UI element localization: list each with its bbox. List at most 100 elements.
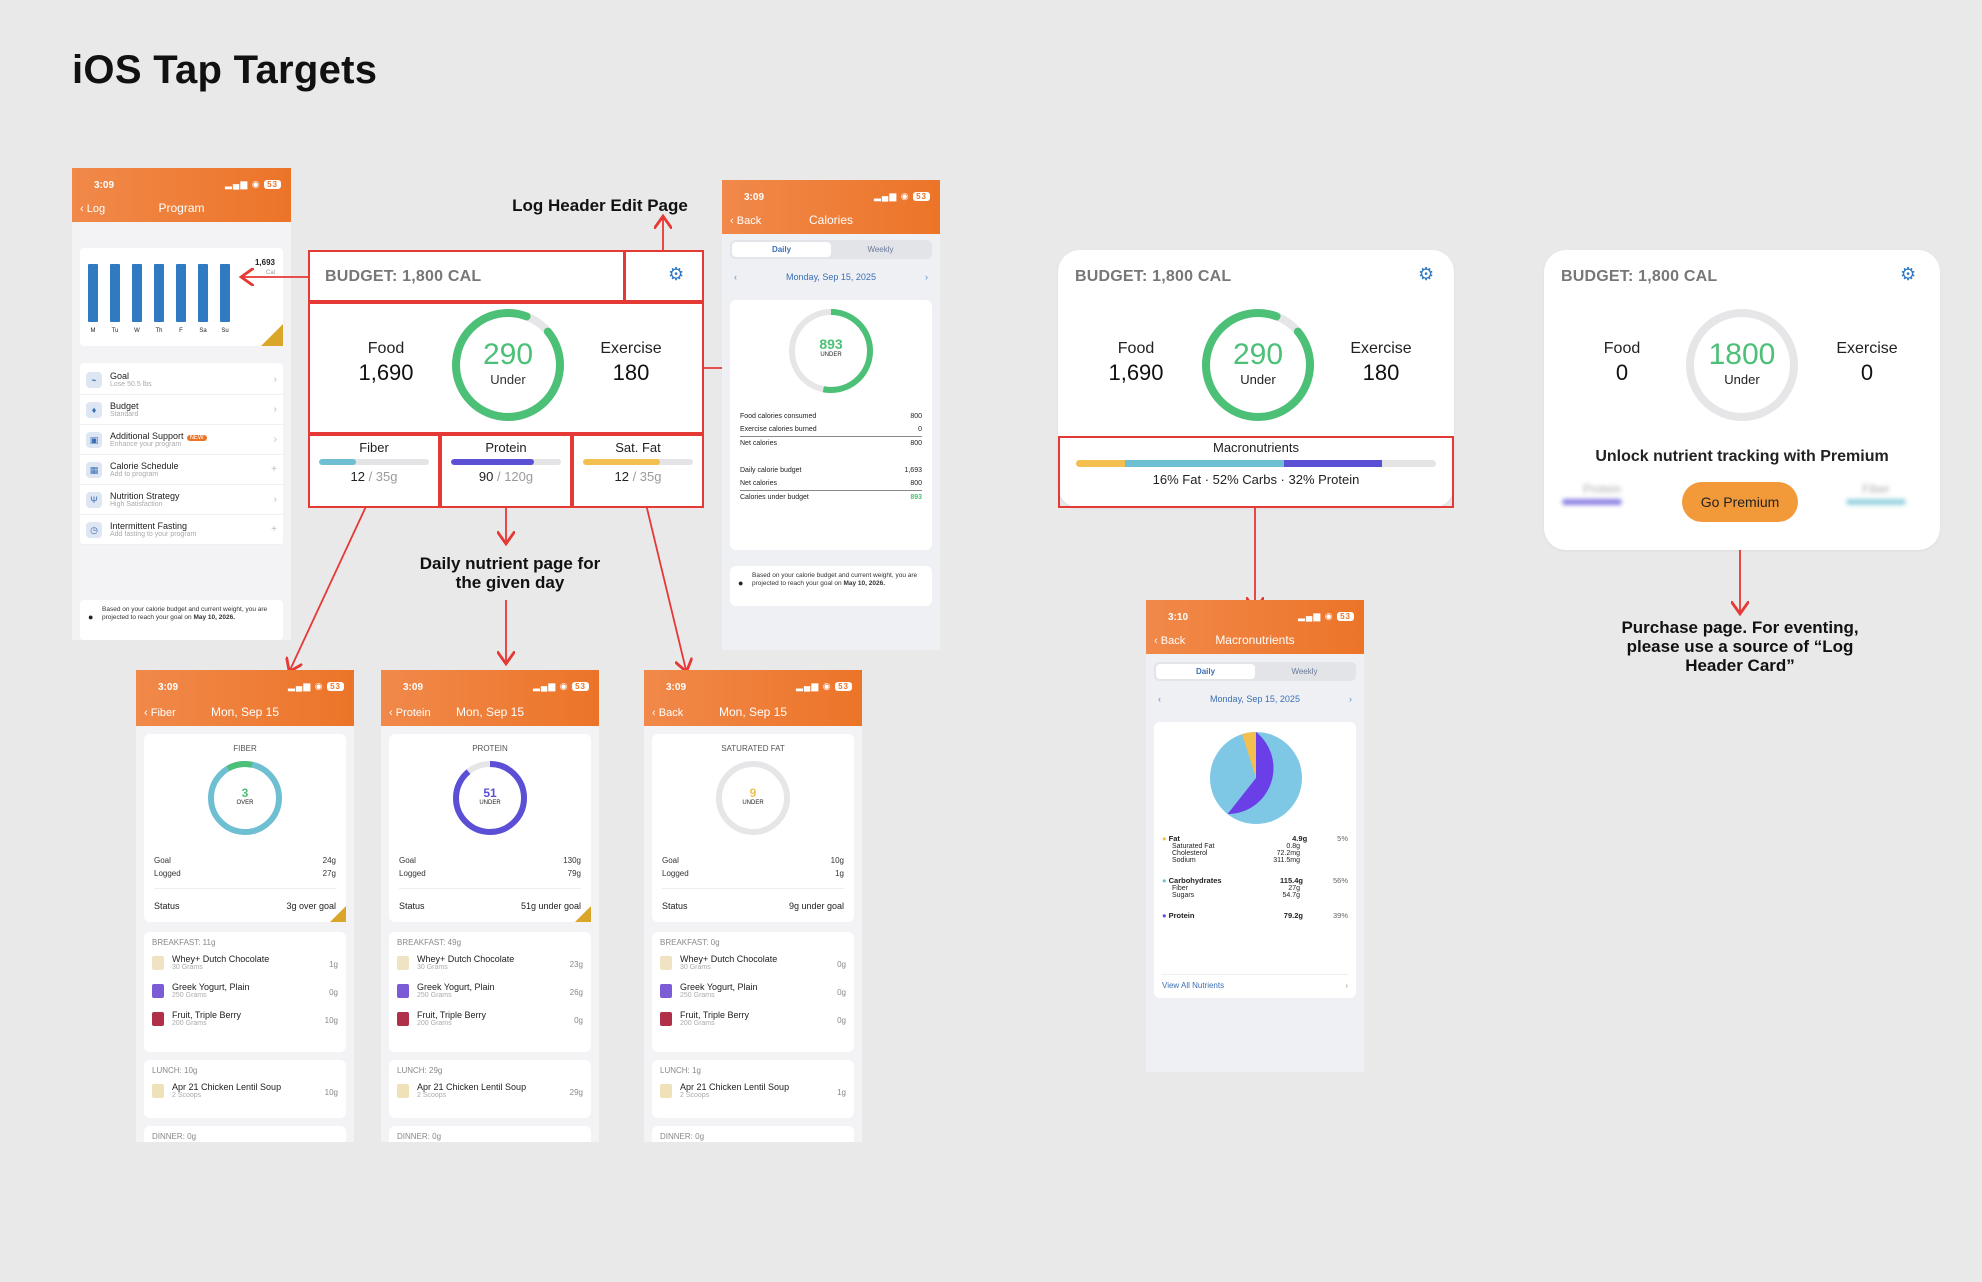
macro-segment [1284,460,1382,467]
calorie-row: Daily calorie budget 1,693 [740,467,922,474]
program-item[interactable]: Ψ Nutrition Strategy High Satisfaction › [80,485,283,515]
calories-card: 893 UNDER Food calories consumed 800 Exerci… [730,300,932,550]
calorie-ring [1686,309,1798,421]
food-item[interactable]: Whey+ Dutch Chocolate 30 Grams 0g [652,951,854,979]
food-item[interactable]: Apr 21 Chicken Lentil Soup 2 Scoops 29g [389,1079,591,1107]
tab-daily[interactable]: Daily [732,242,831,257]
meal-header: BREAKFAST: 0g [660,938,720,947]
back-button[interactable]: ‹ Log [80,203,106,215]
back-button[interactable]: ‹ Back [730,215,762,227]
calories-header: 3:09 ▂▄▆ ◉ 53 ‹ Back Calories [722,180,940,234]
new-badge: NEW [186,435,207,441]
macro-breakdown: ● Fat 4.9g 5% Saturated Fat 0.8g Cholesterol 7… [1162,834,1348,920]
food-thumbnail [397,956,409,970]
gear-icon[interactable]: ⚙ [1418,264,1435,284]
meal-header: LUNCH: 1g [660,1066,701,1075]
next-day-icon[interactable]: › [925,272,928,282]
food-item[interactable]: Whey+ Dutch Chocolate 30 Grams 23g [389,951,591,979]
exercise-stat: Exercise 180 [1350,340,1412,385]
meal-header: LUNCH: 29g [397,1066,443,1075]
gear-icon[interactable]: ⚙ [1900,264,1917,284]
food-thumbnail [397,1084,409,1098]
food-thumbnail [660,1012,672,1026]
food-item[interactable]: Apr 21 Chicken Lentil Soup 2 Scoops 10g [144,1079,346,1107]
nutrient-target-protein[interactable]: Protein 90 / 120g [440,434,572,508]
daily-weekly-toggle[interactable]: Daily Weekly [730,240,932,259]
blurred-protein: Protein [1562,482,1642,505]
lightbulb-icon: ● [88,612,94,622]
star-corner-icon [330,906,346,922]
calorie-chart-card[interactable]: 1,693 Cal M Tu W Th F Sa Su [80,248,283,346]
macro-row-fat: ● Fat 4.9g 5% [1162,834,1348,843]
week-day-label: M [90,328,96,334]
program-item[interactable]: ◷ Intermittent Fasting Add fasting to yo… [80,515,283,545]
calorie-row: Net calories 800 [740,477,922,491]
support-icon: ▣ [86,431,102,448]
food-item[interactable]: Fruit, Triple Berry 200 Grams 0g [652,1007,854,1035]
ring-text: 1800 Under [1708,338,1776,387]
food-item[interactable]: Greek Yogurt, Plain 250 Grams 0g [144,979,346,1007]
program-item[interactable]: ♦ Budget Standard › [80,395,283,425]
budget-label: BUDGET: 1,800 CAL [1075,268,1232,285]
projection-card: ● Based on your calorie budget and curre… [730,566,932,606]
food-thumbnail [152,984,164,998]
go-premium-button[interactable]: Go Premium [1682,482,1798,522]
edit-target[interactable] [624,250,704,302]
program-item[interactable]: ▦ Calorie Schedule Add to program + [80,455,283,485]
nutrient-row: Fiber 12 / 35g Protein 90 / 120g Sat. Fat … [308,434,704,508]
program-item[interactable]: ▣ Additional Support NEW Enhance your pro… [80,425,283,455]
food-item[interactable]: Fruit, Triple Berry 200 Grams 10g [144,1007,346,1035]
lunch-card: LUNCH: 29g Apr 21 Chicken Lentil Soup 2 S… [389,1060,591,1118]
food-item[interactable]: Whey+ Dutch Chocolate 30 Grams 1g [144,951,346,979]
week-days: M Tu W Th F Sa Su [88,328,248,334]
program-item[interactable]: ⌁ Goal Lose 50.5 lbs › [80,365,283,395]
flame-icon: ♦ [86,401,102,418]
prev-day-icon[interactable]: ‹ [734,272,737,282]
back-button[interactable]: ‹ Fiber [144,707,176,719]
macros-header: 3:10 ▂▄▆ ◉ 53 ‹ Back Macronutrients [1146,600,1364,654]
back-button[interactable]: ‹ Back [652,707,684,719]
macronutrients-target[interactable] [1058,436,1454,508]
calorie-ring [452,309,564,421]
food-item[interactable]: Apr 21 Chicken Lentil Soup 2 Scoops 1g [652,1079,854,1107]
back-button[interactable]: ‹ Back [1154,635,1186,647]
week-day-label: Th [155,328,163,334]
tab-weekly[interactable]: Weekly [1291,667,1318,676]
next-day-icon[interactable]: › [1349,694,1352,704]
week-bar [88,264,98,322]
food-item[interactable]: Greek Yogurt, Plain 250 Grams 0g [652,979,854,1007]
food-item[interactable]: Greek Yogurt, Plain 250 Grams 26g [389,979,591,1007]
row-action-icon: › [273,404,277,415]
status-icons: ▂▄▆ ◉ 53 [225,179,281,190]
week-day-label: Tu [111,328,119,334]
food-item[interactable]: Fruit, Triple Berry 200 Grams 0g [389,1007,591,1035]
annotation-log-header-edit: Log Header Edit Page [512,196,688,215]
food-thumbnail [152,956,164,970]
tab-daily[interactable]: Daily [1156,664,1255,679]
view-all-nutrients-link[interactable]: View All Nutrients › [1162,974,1348,990]
calories-target[interactable] [308,302,704,434]
nutrient-value: 12 / 35g [350,469,398,484]
week-bar [176,264,186,322]
food-thumbnail [397,984,409,998]
row-action-icon: + [271,524,277,535]
nutrient-target-satfat[interactable]: Sat. Fat 12 / 35g [572,434,704,508]
nutrient-screen-protein: 3:09 ▂▄▆ ◉ 53 ‹ Protein Mon, Sep 15 PROT… [381,670,599,1142]
daily-weekly-toggle[interactable]: Daily Weekly [1154,662,1356,681]
back-button[interactable]: ‹ Protein [389,707,431,719]
unlock-text: Unlock nutrient tracking with Premium [1595,448,1889,465]
macro-text: 16% Fat · 52% Carbs · 32% Protein [1152,472,1360,487]
food-thumbnail [152,1084,164,1098]
macro-sub-row: Sodium 311.5mg [1172,857,1300,864]
prev-day-icon[interactable]: ‹ [1158,694,1161,704]
nutrient-value: 90 / 120g [478,469,534,484]
week-bar [198,264,208,322]
nutrient-target-fiber[interactable]: Fiber 12 / 35g [308,434,440,508]
food-stat: Food 1,690 [358,340,414,385]
macro-sub-row: Cholesterol 72.2mg [1172,850,1300,857]
food-thumbnail [152,1012,164,1026]
tab-weekly[interactable]: Weekly [867,245,894,254]
meal-header: DINNER: 0g [660,1132,705,1141]
gear-icon[interactable]: ⚙ [668,264,685,284]
macro-row-protein: ● Protein 79.2g 39% [1162,911,1348,920]
